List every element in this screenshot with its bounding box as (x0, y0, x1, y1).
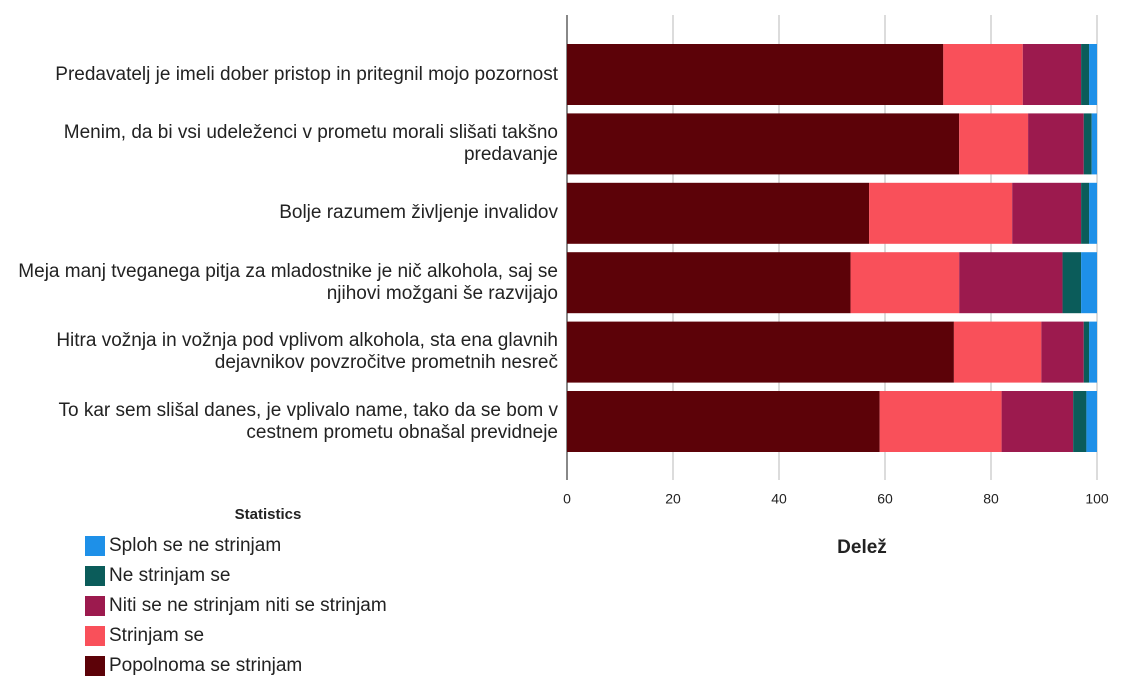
bar-segment (943, 44, 1023, 105)
bar-segment (1022, 44, 1082, 105)
x-tick-label: 100 (1085, 491, 1109, 507)
category-label: Menim, da bi vsi udeleženci v prometu mo… (63, 121, 558, 165)
category-label: Bolje razumem življenje invalidov (279, 202, 558, 224)
bar-segment (1089, 182, 1097, 244)
x-tick-label: 60 (877, 491, 893, 507)
bar-segment (850, 252, 960, 314)
legend-label: Ne strinjam se (109, 565, 231, 586)
legend-label: Popolnoma se strinjam (109, 655, 303, 676)
category-label: Meja manj tveganega pitja za mladostnike… (18, 260, 558, 304)
legend-item: Sploh se ne strinjam (85, 535, 281, 557)
bar-segment (959, 252, 1063, 314)
bar-segment (1062, 252, 1082, 314)
bar-segment (1089, 321, 1097, 383)
legend-item: Strinjam se (85, 625, 204, 647)
legend-swatch (85, 536, 105, 556)
legend-swatch (85, 626, 105, 646)
bar-segment (953, 321, 1042, 383)
bar-segment (1083, 113, 1092, 175)
legend-swatch (85, 596, 105, 616)
bar-segment (1012, 182, 1082, 244)
bar-segment (567, 321, 954, 383)
legend-swatch (85, 566, 105, 586)
bar-segment (1041, 321, 1084, 383)
bar-segment (1073, 391, 1087, 452)
x-tick-label: 80 (983, 491, 999, 507)
legend-label: Strinjam se (109, 625, 205, 646)
category-label: To kar sem slišal danes, je vplivalo nam… (58, 399, 558, 443)
bar-segment (1081, 44, 1090, 105)
bar-segment (959, 113, 1029, 175)
bar-segment (567, 113, 960, 175)
bar-segment (567, 391, 880, 452)
legend-item: Popolnoma se strinjam (85, 655, 302, 677)
bar-segment (879, 391, 1002, 452)
bar-segment (1083, 321, 1090, 383)
category-label: Predavatelj je imeli dober pristop in pr… (55, 63, 558, 85)
bar-segment (567, 182, 870, 244)
bar-segment (1091, 113, 1097, 175)
bar-segment (1081, 182, 1090, 244)
legend-label: Sploh se ne strinjam (109, 535, 282, 556)
legend-label: Niti se ne strinjam niti se strinjam (109, 595, 387, 616)
legend-swatch (85, 656, 105, 676)
bar-segment (869, 182, 1013, 244)
legend-item: Ne strinjam se (85, 565, 230, 587)
category-label: Hitra vožnja in vožnja pod vplivom alkoh… (56, 330, 558, 374)
x-tick-label: 0 (563, 491, 571, 507)
x-tick-label: 20 (665, 491, 681, 507)
legend-item: Niti se ne strinjam niti se strinjam (85, 595, 387, 617)
bar-segment (567, 44, 944, 105)
bar-segment (1028, 113, 1084, 175)
legend-title: Statistics (235, 506, 302, 523)
x-axis-label: Delež (837, 537, 887, 558)
bar-segment (1086, 391, 1097, 452)
bar-segment (1001, 391, 1074, 452)
bar-segment (1089, 44, 1097, 105)
x-tick-label: 40 (771, 491, 787, 507)
bar-segment (567, 252, 851, 314)
bar-segment (1081, 252, 1097, 314)
